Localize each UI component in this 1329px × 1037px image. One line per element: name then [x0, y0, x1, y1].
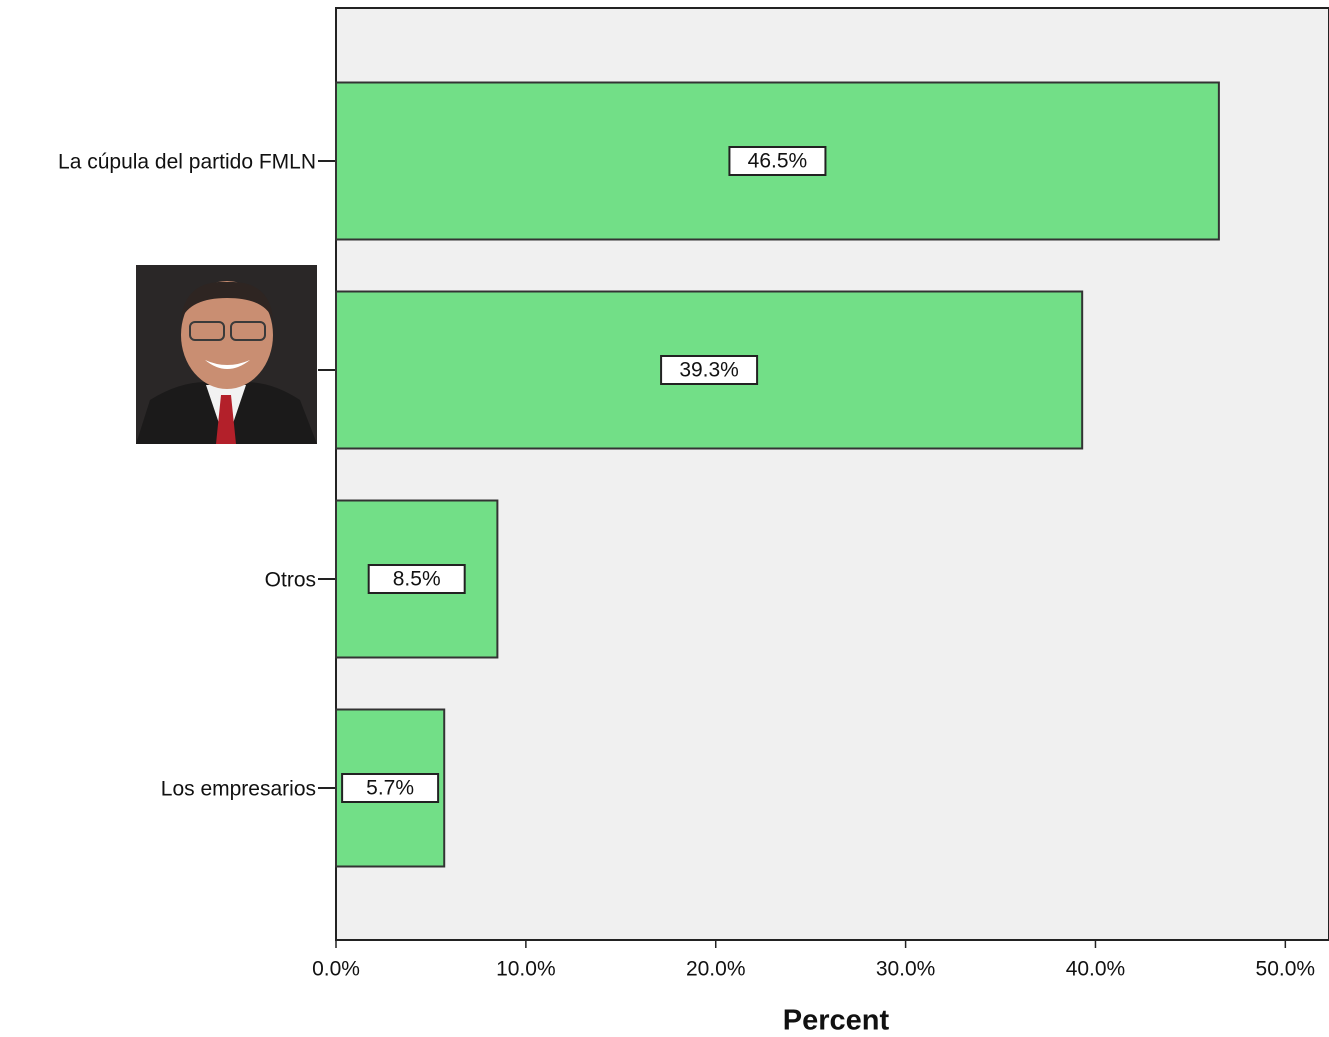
y-tick-label: Los empresarios: [161, 778, 316, 801]
x-tick-label: 30.0%: [876, 958, 936, 981]
value-label-box: [728, 146, 827, 176]
value-label-box: [367, 564, 466, 594]
x-tick-label: 10.0%: [496, 958, 556, 981]
value-label: 46.5%: [748, 150, 808, 173]
value-label: 5.7%: [366, 777, 414, 800]
value-label-box: [341, 773, 440, 803]
value-label: 39.3%: [679, 359, 739, 382]
photo: [136, 265, 317, 444]
x-tick-label: 50.0%: [1256, 958, 1316, 981]
y-tick-label: La cúpula del partido FMLN: [58, 151, 316, 174]
value-label-box: [660, 355, 759, 385]
y-tick-label: Otros: [265, 569, 316, 592]
value-label: 8.5%: [393, 568, 441, 591]
x-tick-label: 40.0%: [1066, 958, 1126, 981]
x-axis-label: Percent: [783, 1005, 890, 1037]
x-tick-label: 20.0%: [686, 958, 746, 981]
x-tick-label: 0.0%: [312, 958, 360, 981]
